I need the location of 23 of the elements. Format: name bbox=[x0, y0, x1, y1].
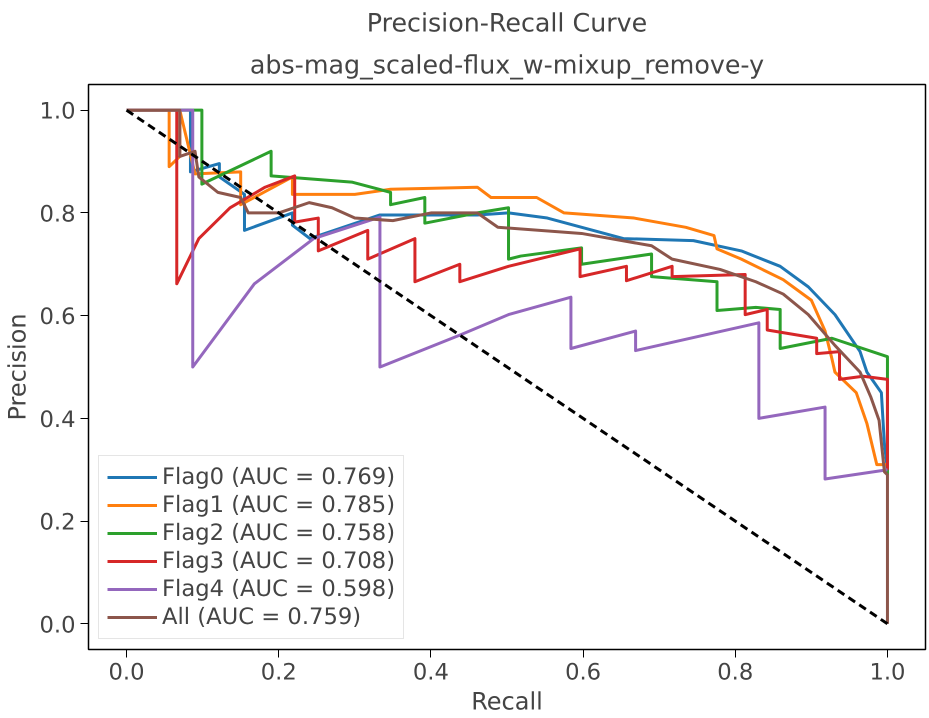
y-tick-label: 0.4 bbox=[39, 406, 76, 433]
x-axis-title: Recall bbox=[471, 688, 543, 716]
y-tick-label: 0.8 bbox=[39, 201, 76, 228]
chart-subtitle: abs-mag_scaled-flux_w-mixup_remove-y bbox=[250, 50, 764, 80]
legend-label: Flag2 (AUC = 0.758) bbox=[162, 520, 396, 546]
chart-title: Precision-Recall Curve bbox=[366, 8, 648, 38]
y-tick-label: 0.2 bbox=[39, 510, 76, 536]
legend-label: All (AUC = 0.759) bbox=[162, 604, 362, 630]
legend-label: Flag4 (AUC = 0.598) bbox=[162, 576, 396, 602]
legend-label: Flag3 (AUC = 0.708) bbox=[162, 548, 396, 574]
x-tick-label: 0.0 bbox=[108, 660, 145, 686]
y-tick-label: 0.0 bbox=[39, 612, 76, 638]
line-series bbox=[125, 108, 889, 626]
x-tick-label: 0.4 bbox=[412, 660, 449, 686]
x-tick-label: 0.2 bbox=[260, 660, 297, 686]
x-tick-label: 1.0 bbox=[869, 660, 906, 686]
y-tick-label: 0.6 bbox=[39, 304, 76, 330]
legend-label: Flag1 (AUC = 0.785) bbox=[162, 492, 396, 518]
legend-label: Flag0 (AUC = 0.769) bbox=[162, 464, 396, 490]
x-tick-label: 0.6 bbox=[565, 660, 602, 686]
y-tick-label: 1.0 bbox=[39, 98, 76, 125]
y-axis-title: Precision bbox=[3, 313, 32, 421]
x-tick-label: 0.8 bbox=[717, 660, 754, 686]
